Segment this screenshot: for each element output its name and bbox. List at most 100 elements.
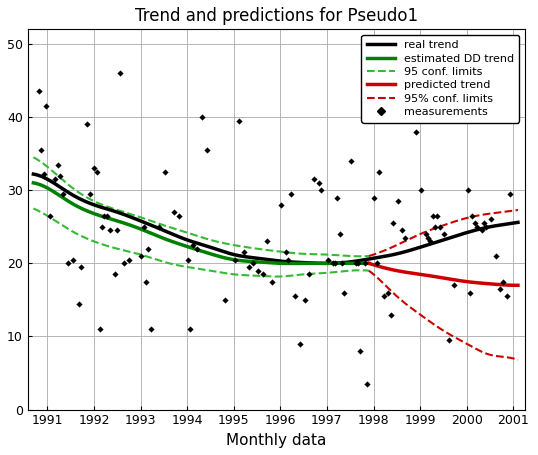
Point (90, 165, 98, 172)
Point (83, 121, 91, 128)
Point (398, 227, 407, 234)
Point (160, 168, 169, 176)
Point (184, 256, 193, 263)
Point (323, 256, 332, 263)
Point (421, 230, 430, 238)
Point (337, 260, 346, 267)
Point (136, 253, 145, 260)
Point (449, 282, 458, 289)
Point (400, 234, 409, 242)
Point (244, 263, 253, 271)
Point (389, 219, 398, 227)
Point (470, 219, 479, 227)
Point (202, 147, 211, 154)
Point (97, 223, 106, 230)
Point (426, 238, 435, 245)
Point (139, 223, 148, 230)
Point (445, 337, 454, 344)
Point (503, 293, 512, 300)
Point (363, 380, 372, 388)
Point (69, 256, 77, 263)
Point (375, 168, 384, 176)
Point (230, 256, 239, 263)
Point (482, 223, 491, 230)
Point (393, 197, 402, 205)
Point (155, 223, 164, 230)
Point (340, 289, 349, 296)
Point (35, 88, 44, 95)
Point (263, 238, 272, 245)
Point (487, 216, 495, 223)
Point (335, 230, 344, 238)
Point (235, 117, 244, 124)
Point (198, 113, 207, 121)
Point (314, 179, 323, 187)
Point (477, 227, 486, 234)
Point (100, 212, 109, 219)
Point (120, 260, 129, 267)
Point (428, 212, 437, 219)
Point (170, 208, 179, 216)
Point (193, 245, 202, 253)
Point (431, 223, 440, 230)
Point (295, 340, 304, 348)
Point (111, 271, 119, 278)
Point (93, 168, 102, 176)
Point (386, 311, 395, 318)
Point (417, 187, 426, 194)
Point (305, 271, 314, 278)
Point (174, 212, 183, 219)
Point (309, 176, 318, 183)
Point (347, 157, 356, 165)
Point (39, 171, 48, 178)
Point (76, 263, 85, 271)
Point (370, 194, 379, 201)
Point (379, 293, 388, 300)
Point (466, 289, 475, 296)
Point (361, 260, 370, 267)
Point (144, 245, 153, 253)
Point (267, 278, 276, 285)
Point (249, 260, 258, 267)
Point (188, 242, 197, 249)
Point (64, 260, 73, 267)
Point (277, 201, 286, 208)
Point (300, 296, 309, 303)
Point (291, 293, 300, 300)
Title: Trend and predictions for Pseudo1: Trend and predictions for Pseudo1 (135, 7, 418, 25)
Point (505, 190, 514, 197)
Point (125, 256, 133, 263)
Point (45, 212, 54, 219)
Point (333, 194, 342, 201)
Point (103, 212, 111, 219)
Point (142, 278, 151, 285)
Point (328, 260, 337, 267)
Point (59, 190, 67, 197)
Point (115, 70, 124, 77)
Point (463, 187, 472, 194)
Point (433, 212, 442, 219)
Point (286, 190, 295, 197)
X-axis label: Monthly data: Monthly data (226, 433, 327, 448)
Point (424, 234, 433, 242)
Point (53, 161, 62, 168)
Point (468, 212, 477, 219)
Point (56, 172, 65, 179)
Point (254, 267, 263, 274)
Point (86, 190, 95, 197)
Point (41, 102, 50, 110)
Point (146, 325, 155, 333)
Point (351, 260, 360, 267)
Point (240, 249, 249, 256)
Point (330, 260, 339, 267)
Point (440, 230, 449, 238)
Point (186, 325, 195, 333)
Point (480, 219, 489, 227)
Point (284, 256, 293, 263)
Point (384, 289, 393, 296)
Point (51, 176, 60, 183)
Point (491, 253, 500, 260)
Point (221, 296, 230, 303)
Point (356, 348, 365, 355)
Point (281, 249, 290, 256)
